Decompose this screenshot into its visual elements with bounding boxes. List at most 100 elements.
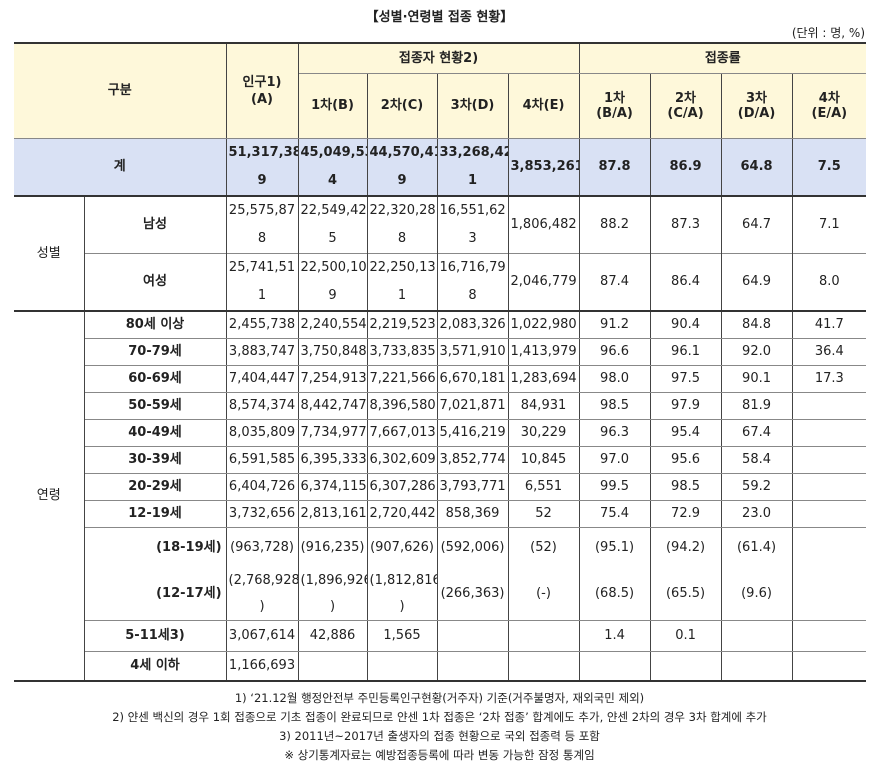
- cell-value: 22,500,10 9: [297, 253, 368, 312]
- unit-label: (단위 : 명, %): [791, 26, 865, 40]
- cell-value: 16,716,79 8: [436, 253, 509, 312]
- header-dose4: 4차(E): [507, 73, 580, 139]
- cell-value: 91.2: [578, 310, 651, 339]
- cell-value: 25,741,51 1: [225, 253, 299, 312]
- cell-value: 1,806,482: [507, 195, 580, 254]
- cell-value: (94.2): [649, 527, 722, 568]
- cell-value: 6,302,609: [366, 446, 438, 474]
- cell-value: [791, 620, 867, 652]
- cell-value: 51,317,38 9: [225, 138, 299, 197]
- cell-value: 96.3: [578, 419, 651, 447]
- cell-value: 22,250,13 1: [366, 253, 438, 312]
- vaccination-table: 구분 인구1) (A) 접종자 현황2) 접종률 1차(B) 2차(C) 3차(…: [14, 42, 867, 682]
- table-row: 40-49세 8,035,809 7,734,977 7,667,013 5,416,2…: [14, 419, 867, 447]
- table-title: 【성별·연령별 접종 현황】: [365, 10, 514, 25]
- cell-value: 858,369: [436, 500, 509, 528]
- row-label: 80세 이상: [83, 310, 227, 339]
- row-label: (12-17세): [83, 568, 227, 621]
- cell-value: 64.9: [720, 253, 793, 312]
- cell-value: 5,416,219: [436, 419, 509, 447]
- cell-value: [720, 620, 793, 652]
- row-label: 60-69세: [83, 365, 227, 393]
- cell-value: 2,240,554: [297, 310, 368, 339]
- cell-value: 96.1: [649, 338, 722, 366]
- cell-value: 81.9: [720, 392, 793, 420]
- cell-value: 36.4: [791, 338, 867, 366]
- header-dose2: 2차(C): [366, 73, 438, 139]
- cell-value: 99.5: [578, 473, 651, 501]
- cell-value: 3,732,656: [225, 500, 299, 528]
- cell-value: 23.0: [720, 500, 793, 528]
- row-label: 30-39세: [83, 446, 227, 474]
- row-label: 40-49세: [83, 419, 227, 447]
- cell-value: [366, 651, 438, 682]
- cell-value: 95.6: [649, 446, 722, 474]
- header-rate3: 3차 (D/A): [720, 73, 793, 139]
- cell-value: 2,813,161: [297, 500, 368, 528]
- cell-value: 8,574,374: [225, 392, 299, 420]
- cell-value: 96.6: [578, 338, 651, 366]
- header-category: 구분: [14, 42, 227, 139]
- cell-value: 98.0: [578, 365, 651, 393]
- total-row: 계 51,317,38 9 45,049,53 4 44,570,41 9 33,268…: [14, 138, 867, 197]
- cell-value: 3,793,771: [436, 473, 509, 501]
- table-row: 4세 이하 1,166,693: [14, 651, 867, 682]
- cell-value: 58.4: [720, 446, 793, 474]
- cell-value: [578, 651, 651, 682]
- cell-value: (266,363): [436, 568, 509, 621]
- cell-value: 1.4: [578, 620, 651, 652]
- cell-value: 6,591,585: [225, 446, 299, 474]
- cell-value: 7,667,013: [366, 419, 438, 447]
- cell-value: (52): [507, 527, 580, 568]
- cell-value: 52: [507, 500, 580, 528]
- cell-value: 97.5: [649, 365, 722, 393]
- cell-value: 3,067,614: [225, 620, 299, 652]
- row-label: 4세 이하: [83, 651, 227, 682]
- cell-value: 87.4: [578, 253, 651, 312]
- footnote: 1) ‘21.12월 행정안전부 주민등록인구현황(거주자) 기준(거주불명자,…: [234, 691, 645, 705]
- table-row: 성별 남성 25,575,87 8 22,549,42 5 22,320,28 8 16,…: [14, 195, 867, 312]
- cell-value: 1,283,694: [507, 365, 580, 393]
- cell-value: [720, 651, 793, 682]
- cell-value: 64.8: [720, 138, 793, 197]
- cell-value: 75.4: [578, 500, 651, 528]
- header-rate1: 1차 (B/A): [578, 73, 651, 139]
- table-row: 연령 80세 이상 2,455,738 2,240,554 2,219,523 2,083…: [14, 310, 867, 682]
- cell-value: 44,570,41 9: [366, 138, 438, 197]
- cell-value: 22,320,28 8: [366, 195, 438, 254]
- cell-value: 2,219,523: [366, 310, 438, 339]
- cell-value: 6,395,333: [297, 446, 368, 474]
- cell-value: [791, 527, 867, 568]
- header-rate2: 2차 (C/A): [649, 73, 722, 139]
- cell-value: (1,896,926 ): [297, 568, 368, 621]
- row-label: (18-19세): [83, 527, 227, 568]
- table-row: 12-19세 3,732,656 2,813,161 2,720,442 858,369…: [14, 500, 867, 528]
- cell-value: 67.4: [720, 419, 793, 447]
- cell-value: [791, 651, 867, 682]
- table-row: (12-17세) (2,768,928 ) (1,896,926 ) (1,812,8…: [14, 568, 867, 621]
- cell-value: 84.8: [720, 310, 793, 339]
- row-label: 70-79세: [83, 338, 227, 366]
- cell-value: 30,229: [507, 419, 580, 447]
- table-row: 5-11세3) 3,067,614 42,886 1,565 1.4 0.1: [14, 620, 867, 652]
- cell-value: 1,022,980: [507, 310, 580, 339]
- cell-value: (916,235): [297, 527, 368, 568]
- header-dose3: 3차(D): [436, 73, 509, 139]
- footnote: 3) 2011년~2017년 출생자의 접종 현황으로 국외 접종력 등 포함: [279, 729, 600, 743]
- cell-value: 3,571,910: [436, 338, 509, 366]
- cell-value: 6,374,115: [297, 473, 368, 501]
- cell-value: 98.5: [578, 392, 651, 420]
- cell-value: 8,035,809: [225, 419, 299, 447]
- row-label: 남성: [83, 195, 227, 254]
- footnote: ※ 상기통계자료는 예방접종등록에 따라 변동 가능한 잠정 통계임: [284, 748, 595, 762]
- footnote: 2) 얀센 백신의 경우 1회 접종으로 기초 접종이 완료되므로 얀센 1차 …: [112, 710, 767, 724]
- cell-value: 59.2: [720, 473, 793, 501]
- cell-value: (1,812,816 ): [366, 568, 438, 621]
- group-label-age: 연령: [14, 310, 85, 682]
- cell-value: 87.8: [578, 138, 651, 197]
- cell-value: 2,083,326: [436, 310, 509, 339]
- table-row: 50-59세 8,574,374 8,442,747 8,396,580 7,021,8…: [14, 392, 867, 420]
- cell-value: [436, 620, 509, 652]
- header-vaccinated: 접종자 현황2): [297, 42, 580, 74]
- cell-value: 42,886: [297, 620, 368, 652]
